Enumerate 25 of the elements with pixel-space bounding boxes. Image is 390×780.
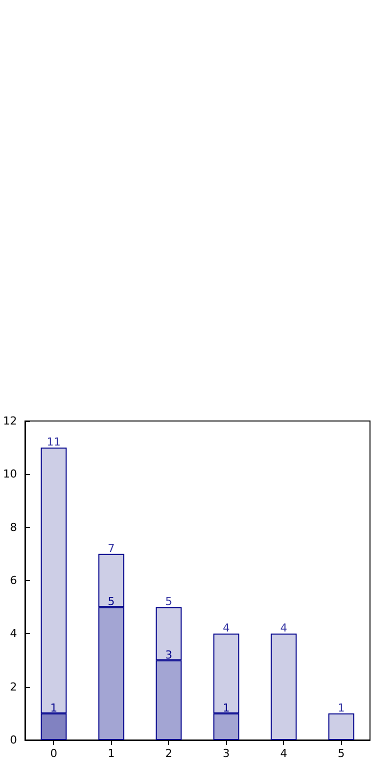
- total-label: 7: [108, 542, 115, 555]
- y-tick-label: 4: [10, 627, 17, 640]
- data-label: 5: [108, 595, 115, 608]
- bar: [328, 713, 354, 740]
- y-tick-label: 0: [10, 734, 17, 746]
- total-label: 4: [222, 622, 230, 635]
- x-tick-label: 1: [108, 747, 115, 760]
- y-tick-label: 10: [2, 468, 17, 481]
- x-tick-label: 3: [222, 747, 230, 760]
- total-label: 5: [165, 595, 172, 608]
- y-tick-label: 2: [10, 680, 17, 694]
- y-tick-label: 6: [10, 574, 17, 587]
- total-label: 1: [338, 701, 345, 714]
- x-tick-label: 4: [280, 747, 288, 760]
- y-tick-label: 8: [10, 520, 17, 534]
- bar: [270, 634, 297, 740]
- total-label: 4: [280, 622, 288, 635]
- total-label: 11: [46, 436, 61, 449]
- x-tick-label: 5: [338, 747, 345, 760]
- data-label: 3: [165, 648, 172, 662]
- y-tick-label: 12: [2, 414, 17, 428]
- data-label: 1: [222, 701, 230, 714]
- x-tick-label: 0: [50, 747, 58, 760]
- x-tick-label: 2: [165, 747, 172, 760]
- data-label: 1: [50, 701, 58, 714]
